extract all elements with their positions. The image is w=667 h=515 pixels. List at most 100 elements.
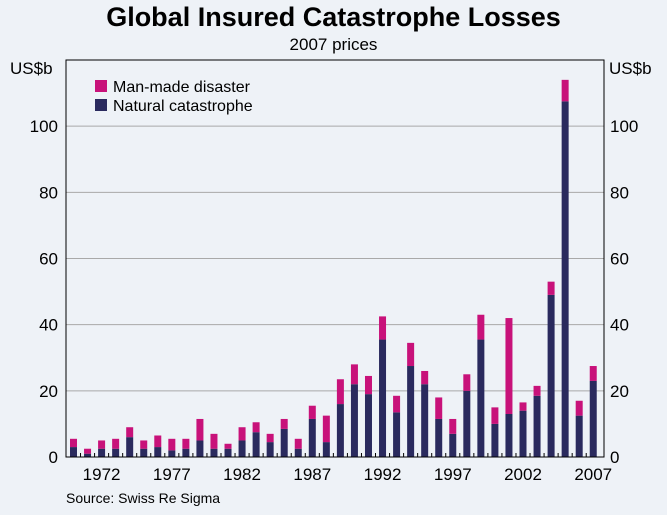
bar-natural-1974 xyxy=(126,437,134,457)
y-tick-label-left: 0 xyxy=(49,448,58,467)
bar-natural-1990 xyxy=(350,384,358,457)
y-tick-label-left: 20 xyxy=(39,382,58,401)
bar-man-made-1976 xyxy=(154,435,162,448)
y-tick-label-left: 40 xyxy=(39,316,58,335)
x-tick-label: 2002 xyxy=(504,465,542,484)
bar-natural-1991 xyxy=(364,394,372,457)
gridlines xyxy=(66,125,604,392)
bar-natural-1983 xyxy=(252,432,260,457)
bar-man-made-1998 xyxy=(463,374,471,391)
bar-man-made-1991 xyxy=(364,375,372,395)
legend-label-natural: Natural catastrophe xyxy=(113,98,253,115)
bar-natural-1979 xyxy=(196,440,204,457)
bar-natural-1993 xyxy=(393,412,401,457)
bar-man-made-1971 xyxy=(84,448,92,454)
bar-man-made-1983 xyxy=(252,422,260,433)
bar-man-made-1970 xyxy=(70,438,77,448)
bar-natural-1996 xyxy=(435,418,443,457)
bar-natural-2006 xyxy=(575,415,583,457)
legend-swatch-natural xyxy=(95,99,107,111)
bar-man-made-1978 xyxy=(182,438,190,449)
bar-man-made-1987 xyxy=(308,405,316,419)
x-tick-label: 1997 xyxy=(434,465,472,484)
bar-natural-1973 xyxy=(112,448,120,457)
bar-man-made-2007 xyxy=(589,366,597,381)
bar-man-made-2005 xyxy=(561,79,569,102)
bar-man-made-1979 xyxy=(196,418,204,441)
x-tick-label: 1987 xyxy=(293,465,331,484)
bar-man-made-1992 xyxy=(379,316,387,340)
bar-man-made-1996 xyxy=(435,397,443,419)
ticks-group: 0 0 20 20 40 40 60 60 80 80 100 100 1972 1977 1982 1987… xyxy=(30,117,639,484)
x-tick-label: 1977 xyxy=(153,465,191,484)
legend-label-man-made: Man-made disaster xyxy=(113,79,251,96)
bar-natural-1987 xyxy=(308,418,316,457)
bar-natural-1999 xyxy=(477,339,485,457)
bar-man-made-1972 xyxy=(98,440,106,449)
chart-title: Global Insured Catastrophe Losses xyxy=(106,2,561,32)
chart-subtitle: 2007 prices xyxy=(289,35,378,54)
bar-man-made-1980 xyxy=(210,433,218,449)
bar-man-made-1993 xyxy=(393,395,401,413)
bar-natural-2003 xyxy=(533,395,541,457)
bar-natural-1992 xyxy=(379,339,387,457)
bar-natural-2007 xyxy=(589,380,597,457)
bar-natural-1980 xyxy=(210,448,218,457)
bar-man-made-2003 xyxy=(533,385,541,396)
x-tick-label: 2007 xyxy=(574,465,612,484)
bar-man-made-1989 xyxy=(336,379,344,405)
bar-man-made-1999 xyxy=(477,314,485,340)
bar-natural-1981 xyxy=(224,448,232,457)
x-tick-label: 1972 xyxy=(83,465,121,484)
bar-natural-1978 xyxy=(182,448,190,457)
bar-natural-1985 xyxy=(280,428,288,457)
bar-natural-1976 xyxy=(154,447,162,457)
y-tick-label-right: 40 xyxy=(610,316,629,335)
bar-natural-1971 xyxy=(84,453,92,457)
y-tick-label-left: 60 xyxy=(39,250,58,269)
bar-natural-1986 xyxy=(294,448,302,457)
bar-man-made-1974 xyxy=(126,427,134,438)
bar-natural-1972 xyxy=(98,448,106,457)
bar-natural-2000 xyxy=(491,423,499,457)
plot-frame xyxy=(65,59,605,458)
bar-man-made-1985 xyxy=(280,418,288,429)
bar-natural-1998 xyxy=(463,390,471,457)
y-tick-label-left: 100 xyxy=(30,117,58,136)
y-tick-label-right: 100 xyxy=(610,117,638,136)
x-tick-label: 1992 xyxy=(364,465,402,484)
source-note: Source: Swiss Re Sigma xyxy=(66,490,221,506)
bar-natural-2004 xyxy=(547,294,555,457)
bar-natural-1982 xyxy=(238,440,246,457)
y-tick-label-left: 80 xyxy=(39,183,58,202)
bar-man-made-2004 xyxy=(547,281,555,295)
y-tick-label-right: 80 xyxy=(610,183,629,202)
y-axis-unit-right: US$b xyxy=(609,59,652,78)
bar-natural-1977 xyxy=(168,450,176,457)
bar-man-made-1973 xyxy=(112,438,120,449)
bar-man-made-1995 xyxy=(421,370,429,385)
bar-man-made-1977 xyxy=(168,438,176,451)
bar-man-made-1984 xyxy=(266,433,274,443)
bar-man-made-2000 xyxy=(491,407,499,424)
bars-group xyxy=(70,79,597,458)
y-tick-label-right: 20 xyxy=(610,382,629,401)
bar-natural-1984 xyxy=(266,442,274,457)
legend: Man-made disaster Natural catastrophe xyxy=(95,79,253,115)
bar-man-made-1997 xyxy=(449,418,457,434)
bar-man-made-1981 xyxy=(224,443,232,449)
bar-natural-1989 xyxy=(336,404,344,457)
y-tick-label-right: 0 xyxy=(610,448,619,467)
x-tick-label: 1982 xyxy=(223,465,261,484)
bar-man-made-2001 xyxy=(505,318,513,414)
y-axis-unit-left: US$b xyxy=(10,59,53,78)
bar-natural-1994 xyxy=(407,366,415,457)
bar-natural-1995 xyxy=(421,384,429,457)
bar-natural-2001 xyxy=(505,413,513,457)
bar-man-made-1986 xyxy=(294,438,302,449)
legend-swatch-man-made xyxy=(95,80,107,92)
bar-man-made-1994 xyxy=(407,342,415,367)
bar-natural-2005 xyxy=(561,101,569,458)
bar-man-made-2006 xyxy=(575,400,583,416)
